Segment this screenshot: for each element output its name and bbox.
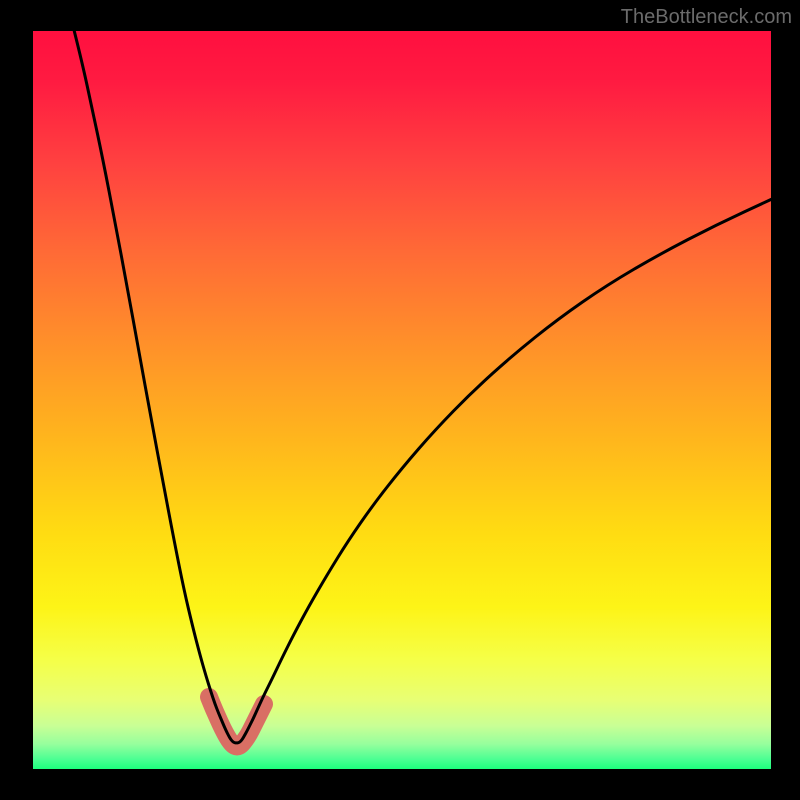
plot-background [32, 30, 772, 770]
watermark-text: TheBottleneck.com [621, 6, 792, 29]
chart-stage [0, 0, 800, 800]
